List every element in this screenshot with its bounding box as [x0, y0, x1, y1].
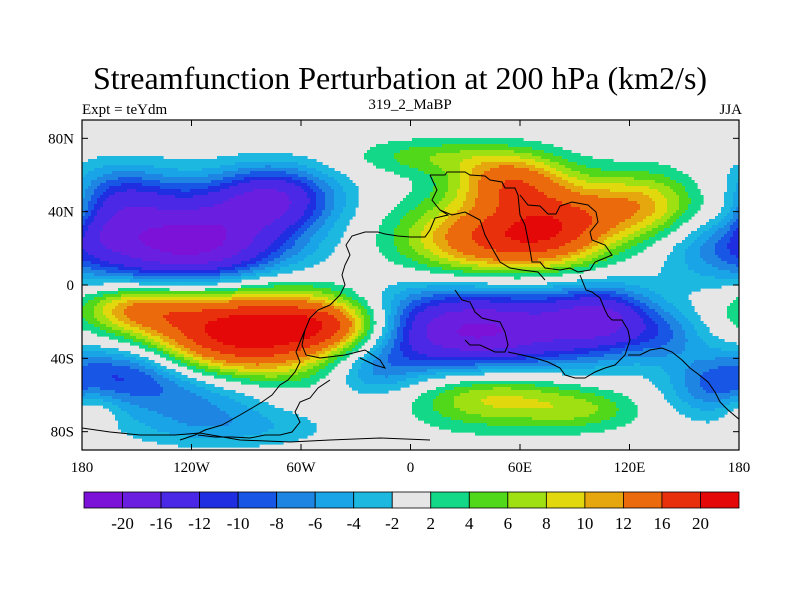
colorbar-swatch	[391, 491, 432, 509]
colorbar-label: -4	[347, 514, 362, 533]
y-tick-label: 40N	[48, 205, 74, 221]
colorbar-swatch	[468, 491, 509, 509]
colorbar-label: -2	[385, 514, 399, 533]
x-tick-label: 180	[71, 460, 94, 476]
y-tick-label: 80S	[51, 425, 74, 441]
colorbar-swatch	[353, 491, 393, 509]
y-tick-label: 0	[67, 278, 75, 294]
coastlines	[82, 171, 739, 443]
colorbar-swatch	[623, 491, 663, 509]
x-tick-label: 0	[407, 460, 415, 476]
colorbar-swatch	[276, 491, 316, 509]
case-label: 319_2_MaBP	[368, 97, 452, 113]
colorbar-swatch	[83, 491, 123, 509]
colorbar-swatch	[507, 491, 547, 509]
colorbar-swatch	[314, 491, 355, 509]
colorbar-label: 20	[692, 514, 709, 533]
x-tick-label: 60E	[508, 460, 532, 476]
x-axis: 180 120W 60W 0 60E 120E 180	[71, 120, 751, 476]
colorbar-swatch	[700, 491, 740, 509]
x-tick-label: 120W	[173, 460, 211, 476]
season-label: JJA	[719, 102, 742, 118]
colorbar-swatch	[430, 491, 470, 509]
colorbar-label: -16	[150, 514, 173, 533]
colorbar-label: 16	[653, 514, 670, 533]
colorbar-label: -12	[188, 514, 211, 533]
colorbar-swatch	[545, 491, 586, 509]
colorbar: -20 -16 -12 -10 -8 -6 -4 -2 2 4 6 8 10 12 16 20	[83, 491, 740, 533]
colorbar-swatch	[237, 491, 278, 509]
y-tick-label: 40S	[51, 351, 74, 367]
colorbar-swatch	[122, 491, 162, 509]
colorbar-label: -8	[270, 514, 284, 533]
colorbar-swatch	[661, 491, 701, 509]
colorbar-label: -20	[111, 514, 134, 533]
streamfunction-field	[82, 138, 739, 448]
colorbar-label: 4	[465, 514, 474, 533]
x-tick-label: 180	[728, 460, 751, 476]
colorbar-label: 6	[504, 514, 513, 533]
x-tick-label: 120E	[614, 460, 646, 476]
colorbar-swatch	[584, 491, 624, 509]
colorbar-label: 8	[542, 514, 551, 533]
y-tick-label: 80N	[48, 131, 74, 147]
colorbar-label: -10	[227, 514, 250, 533]
colorbar-label: 2	[427, 514, 436, 533]
experiment-label: Expt = teYdm	[82, 102, 168, 118]
x-tick-label: 60W	[286, 460, 316, 476]
colorbar-swatch	[160, 491, 200, 509]
colorbar-swatch	[199, 491, 239, 509]
colorbar-label: 10	[576, 514, 593, 533]
colorbar-label: -6	[308, 514, 322, 533]
chart-title: Streamfunction Perturbation at 200 hPa (…	[92, 60, 708, 96]
colorbar-label: 12	[615, 514, 632, 533]
y-axis: 80N 40N 0 40S 80S	[48, 131, 739, 441]
